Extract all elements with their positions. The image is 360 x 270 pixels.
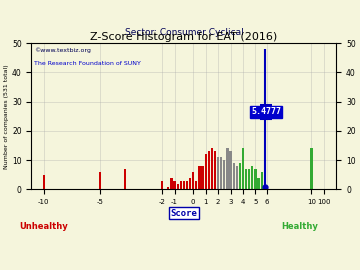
Bar	[223, 160, 225, 190]
Bar	[202, 166, 204, 190]
Bar	[310, 148, 312, 190]
Bar	[214, 151, 216, 190]
Bar	[236, 166, 238, 190]
Bar	[186, 181, 188, 190]
Y-axis label: Number of companies (531 total): Number of companies (531 total)	[4, 64, 9, 168]
Bar	[226, 148, 229, 190]
Bar	[189, 178, 191, 190]
Bar	[170, 178, 172, 190]
Bar	[174, 181, 176, 190]
Bar	[176, 184, 179, 190]
Bar	[208, 151, 210, 190]
Text: Score: Score	[170, 208, 197, 218]
Bar	[180, 181, 182, 190]
Text: Unhealthy: Unhealthy	[19, 222, 68, 231]
Bar	[261, 172, 263, 190]
Bar	[195, 181, 197, 190]
Bar	[229, 151, 232, 190]
Bar	[217, 157, 219, 190]
Bar	[198, 166, 201, 190]
Bar	[254, 169, 257, 190]
Text: ©www.textbiz.org: ©www.textbiz.org	[35, 48, 91, 53]
Bar	[239, 163, 241, 190]
Bar	[233, 163, 235, 190]
Bar	[204, 154, 207, 190]
Bar	[220, 157, 222, 190]
Bar	[183, 181, 185, 190]
Bar	[257, 178, 260, 190]
Bar	[251, 166, 253, 190]
Bar	[245, 169, 247, 190]
Bar	[167, 187, 170, 190]
Bar	[161, 181, 163, 190]
Bar	[123, 169, 126, 190]
Bar	[99, 172, 101, 190]
Text: The Research Foundation of SUNY: The Research Foundation of SUNY	[35, 61, 141, 66]
Bar	[242, 148, 244, 190]
Text: Healthy: Healthy	[281, 222, 318, 231]
Text: Sector: Consumer Cyclical: Sector: Consumer Cyclical	[125, 28, 243, 37]
Title: Z-Score Histogram for EAT (2016): Z-Score Histogram for EAT (2016)	[90, 32, 278, 42]
Bar	[264, 49, 266, 190]
Text: 5.4777: 5.4777	[251, 107, 281, 116]
Bar	[248, 169, 250, 190]
Bar	[43, 175, 45, 190]
Bar	[211, 148, 213, 190]
Bar	[192, 172, 194, 190]
